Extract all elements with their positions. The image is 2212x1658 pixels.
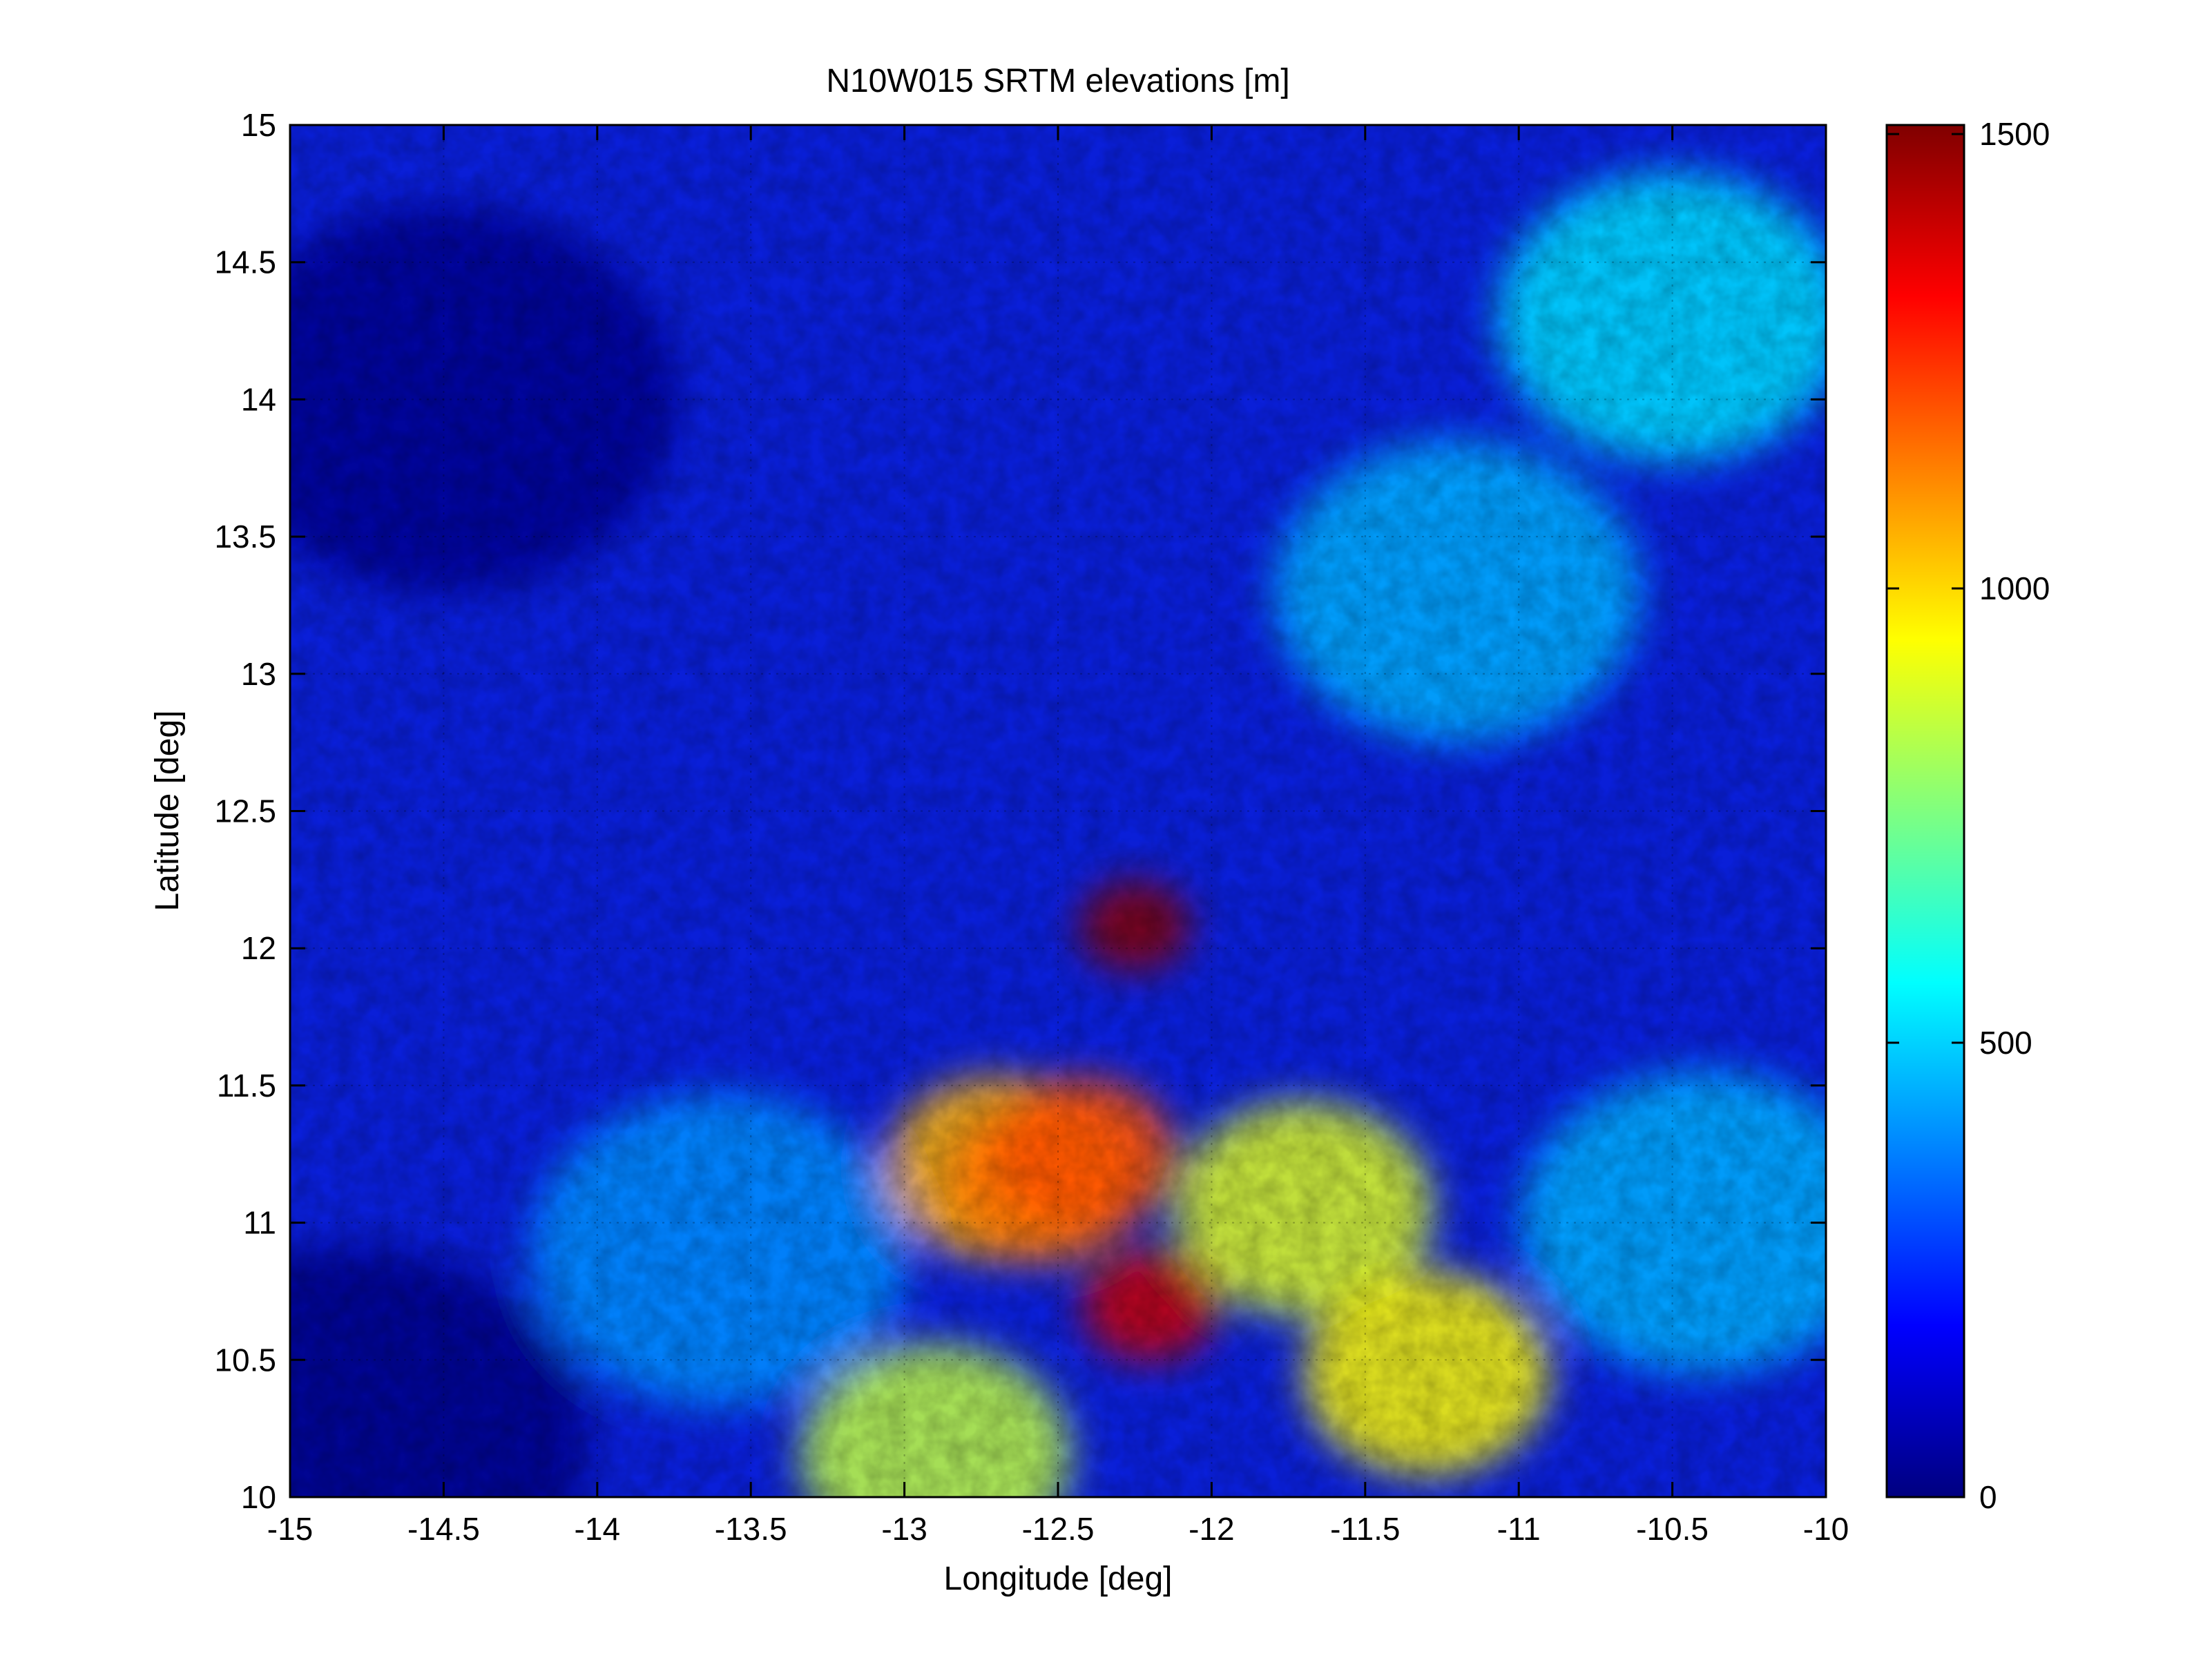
x-axis-label: Longitude [deg] bbox=[944, 1561, 1173, 1597]
x-tick-label: -11.5 bbox=[1330, 1511, 1400, 1547]
y-tick-label: 13.5 bbox=[214, 519, 276, 555]
y-tick-label: 14.5 bbox=[214, 244, 276, 280]
x-tick-label: -11 bbox=[1497, 1511, 1541, 1547]
grid-lines bbox=[290, 125, 1826, 1497]
y-tick-label: 13 bbox=[241, 656, 276, 692]
x-tick-label: -14.5 bbox=[407, 1511, 480, 1547]
colorbar-tick-label: 1500 bbox=[1979, 116, 2050, 152]
colorbar-gradient bbox=[1887, 125, 1964, 1497]
x-tick-label: -10.5 bbox=[1636, 1511, 1709, 1547]
plot-area bbox=[290, 125, 1826, 1497]
terrain-texture bbox=[290, 125, 1826, 1497]
y-tick-label: 11.5 bbox=[217, 1068, 276, 1103]
y-tick-label: 14 bbox=[241, 381, 276, 417]
y-tick-label: 12.5 bbox=[214, 793, 276, 829]
x-tick-label: -13 bbox=[881, 1511, 927, 1547]
x-tick-label: -13.5 bbox=[715, 1511, 787, 1547]
x-tick-label: -12.5 bbox=[1022, 1511, 1095, 1547]
x-tick-label: -12 bbox=[1189, 1511, 1234, 1547]
y-axis-ticks: 10 10.5 11 11.5 12 12.5 13 13.5 14 14.5 15 bbox=[214, 107, 1826, 1515]
chart-title: N10W015 SRTM elevations [m] bbox=[826, 63, 1289, 99]
y-tick-label: 11 bbox=[243, 1205, 276, 1241]
y-tick-label: 10 bbox=[241, 1479, 276, 1515]
x-tick-label: -15 bbox=[267, 1511, 313, 1547]
colorbar-frame bbox=[1885, 124, 1965, 1498]
colorbar-tick-label: 0 bbox=[1979, 1479, 1997, 1515]
y-axis-label: Latitude [deg] bbox=[149, 711, 186, 912]
y-tick-label: 12 bbox=[241, 930, 276, 966]
x-tick-label: -10 bbox=[1803, 1511, 1849, 1547]
colorbar: 0 500 1000 1500 bbox=[1885, 116, 2050, 1515]
x-axis-ticks: -15 -14.5 -14 -13.5 -13 -12.5 -12 -11.5 -11 -10.5… bbox=[267, 125, 1849, 1547]
colorbar-tick-label: 500 bbox=[1979, 1025, 2032, 1061]
y-tick-label: 10.5 bbox=[214, 1342, 276, 1378]
colorbar-ticks: 0 500 1000 1500 bbox=[1887, 116, 2050, 1515]
colorbar-tick-label: 1000 bbox=[1979, 570, 2050, 606]
x-tick-label: -14 bbox=[575, 1511, 620, 1547]
y-tick-label: 15 bbox=[241, 107, 276, 143]
